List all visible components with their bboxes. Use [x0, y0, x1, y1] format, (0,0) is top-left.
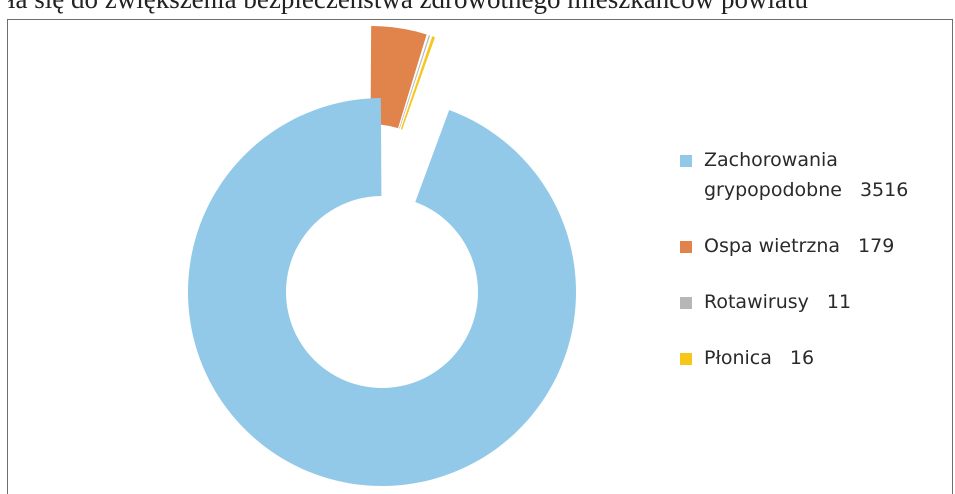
legend-label-plonica: Płonica — [704, 347, 772, 369]
legend-item-rotawirusy: Rotawirusy 11 — [680, 287, 908, 317]
legend-swatch-plonica — [680, 353, 692, 365]
legend-label-rotawirusy: Rotawirusy — [704, 291, 809, 313]
legend-value-plonica: 16 — [789, 347, 815, 369]
legend-label-grypopodobne-line1: Zachorowania — [704, 149, 838, 171]
pie-slice-rotawirusy — [399, 35, 431, 129]
pie-slice-ospa-wietrzna — [370, 26, 427, 129]
pie-slice-zachorowania-grypopodobne — [188, 98, 577, 487]
header-text: ła się do zwiększenia bezpieczeństwa zdr… — [8, 0, 955, 15]
legend-item-ospa: Ospa wietrzna 179 — [680, 231, 908, 261]
legend-value-ospa: 179 — [858, 235, 895, 257]
legend-label-grypopodobne-line2: grypopodobne — [704, 179, 842, 201]
pie-slice-p-onica — [400, 36, 436, 130]
legend-swatch-grypopodobne — [680, 155, 692, 167]
legend-swatch-ospa — [680, 241, 692, 253]
legend-item-grypopodobne: Zachorowania grypopodobne 3516 — [680, 145, 908, 205]
legend-item-plonica: Płonica 16 — [680, 343, 908, 373]
legend-value-grypopodobne: 3516 — [859, 179, 909, 201]
chart-legend: Zachorowania grypopodobne 3516 Ospa wietr… — [680, 145, 908, 399]
legend-swatch-rotawirusy — [680, 297, 692, 309]
legend-label-ospa: Ospa wietrzna — [704, 235, 841, 257]
legend-value-rotawirusy: 11 — [826, 291, 852, 313]
